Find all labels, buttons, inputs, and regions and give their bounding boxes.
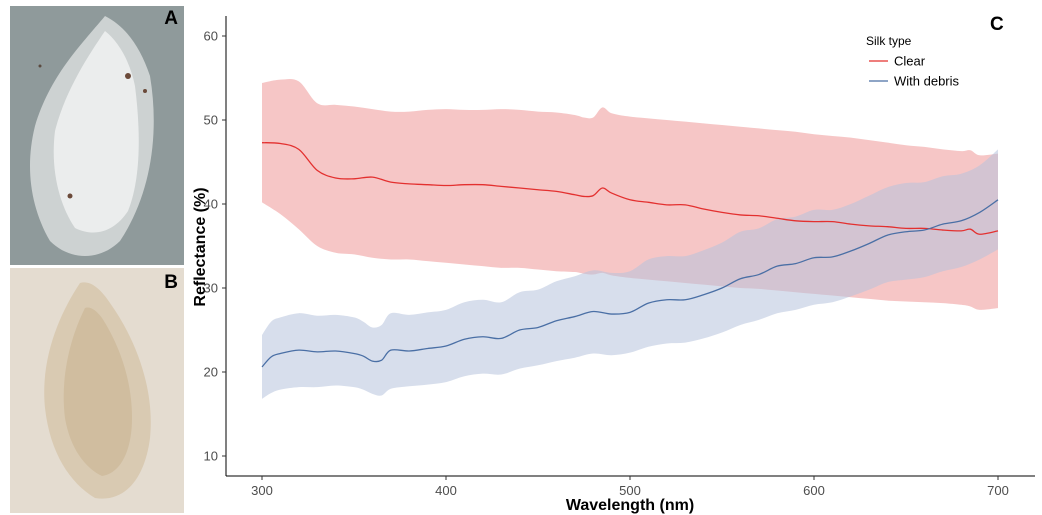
legend: Silk type Clear With debris bbox=[866, 34, 960, 89]
silk-photo-debris-image bbox=[10, 268, 184, 513]
tick-layer: 300 400 500 600 700 10 20 30 40 50 60 bbox=[204, 29, 1009, 499]
y-tick-label: 40 bbox=[204, 197, 218, 212]
silk-photo-debris: B bbox=[10, 268, 184, 513]
silk-photo-clear: A bbox=[10, 6, 184, 265]
panel-label-b: B bbox=[164, 272, 178, 293]
series-line-clear bbox=[261, 142, 999, 235]
legend-label-with-debris: With debris bbox=[894, 74, 960, 89]
y-tick-label: 30 bbox=[204, 281, 218, 296]
y-tick-label: 10 bbox=[204, 449, 218, 464]
confidence-band-with-debris bbox=[262, 149, 998, 399]
ribbon-layer bbox=[262, 78, 998, 399]
debris-speck bbox=[143, 89, 147, 93]
silk-photo-clear-image bbox=[10, 6, 184, 265]
y-tick-label: 20 bbox=[204, 365, 218, 380]
x-tick-label: 700 bbox=[987, 483, 1009, 498]
legend-title: Silk type bbox=[866, 34, 912, 48]
x-tick-label: 300 bbox=[251, 483, 273, 498]
y-axis-title: Reflectance (%) bbox=[192, 187, 209, 306]
y-tick-label: 50 bbox=[204, 113, 218, 128]
panel-label-a: A bbox=[164, 8, 178, 29]
legend-label-clear: Clear bbox=[894, 54, 926, 69]
silk-sac-inner bbox=[53, 31, 139, 233]
x-axis-title: Wavelength (nm) bbox=[566, 497, 694, 514]
series-line-with-debris bbox=[261, 199, 999, 368]
debris-speck bbox=[125, 73, 131, 79]
y-tick-label: 60 bbox=[204, 29, 218, 44]
x-tick-label: 500 bbox=[619, 483, 641, 498]
debris-speck bbox=[67, 193, 73, 199]
debris-speck bbox=[38, 64, 42, 68]
x-tick-label: 600 bbox=[803, 483, 825, 498]
line-layer bbox=[261, 142, 999, 368]
x-tick-label: 400 bbox=[435, 483, 457, 498]
panel-label-c: C bbox=[990, 14, 1004, 35]
debris-sac-inner bbox=[63, 307, 132, 476]
